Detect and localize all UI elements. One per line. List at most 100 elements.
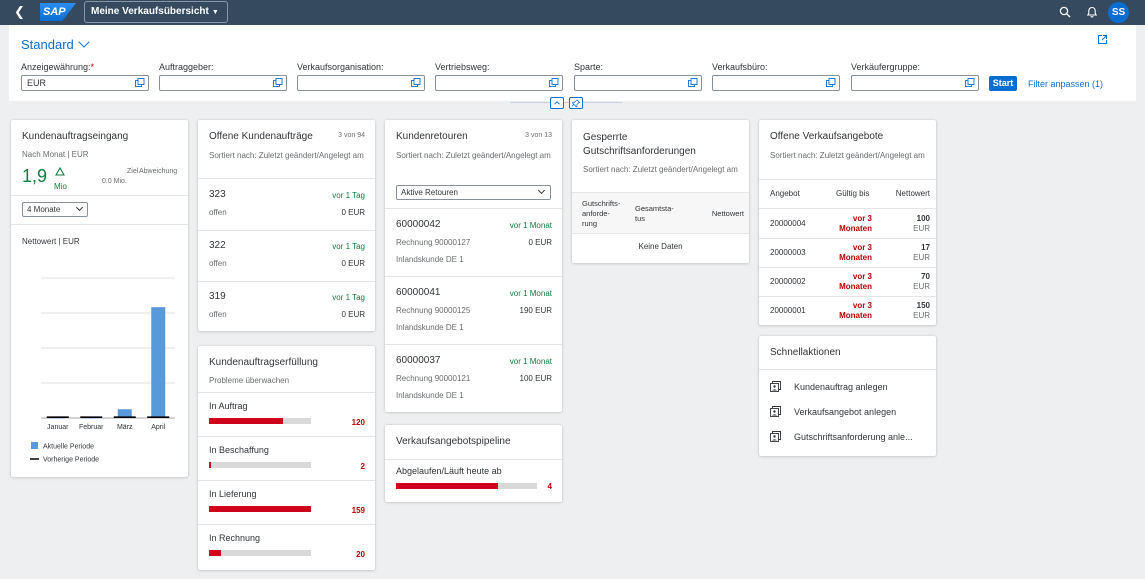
kpi-value: 1,9 — [22, 166, 48, 186]
fulfillment-value: 20 — [356, 550, 365, 559]
vertriebsweg-input[interactable] — [435, 75, 563, 91]
list-item[interactable]: 60000041 vor 1 Monat Rechnung 90000125 190 … — [385, 277, 562, 344]
period-select-value: 4 Monate — [27, 205, 61, 214]
verkaufsbuero-input[interactable] — [712, 75, 840, 91]
card-subtitle: Sortiert nach: Zuletzt geändert/Angelegt… — [770, 151, 925, 160]
return-invoice: Rechnung 90000127 — [396, 238, 471, 247]
fulfillment-row[interactable]: In Rechnung 20 — [198, 525, 375, 569]
return-customer: Inlandskunde DE 1 — [396, 391, 464, 400]
fulfillment-bar-fill — [209, 418, 284, 424]
fulfillment-label: In Beschaffung — [209, 445, 269, 455]
legend-label-current: Aktuelle Periode — [43, 444, 94, 451]
offer-valid-until: vor 3 Monaten — [839, 214, 872, 233]
card-subtitle: Nach Monat | EUR — [22, 150, 89, 159]
filter-verkaufsbuero: Verkaufsbüro: — [712, 62, 840, 91]
value-help-icon[interactable] — [688, 78, 698, 88]
fulfillment-label: In Lieferung — [209, 489, 257, 499]
order-id: 322 — [209, 240, 226, 251]
value-help-icon[interactable] — [826, 78, 836, 88]
quick-action-item[interactable]: Verkaufsangebot anlegen — [759, 404, 936, 424]
offer-valid-until: vor 3 Monaten — [839, 243, 872, 262]
bar-current-april[interactable] — [151, 307, 166, 418]
create-document-icon — [770, 406, 781, 417]
value-help-icon[interactable] — [135, 78, 145, 88]
list-item[interactable]: 60000042 vor 1 Monat Rechnung 90000127 0 EU… — [385, 209, 562, 276]
user-avatar[interactable]: SS — [1108, 2, 1129, 23]
value-help-icon[interactable] — [273, 78, 283, 88]
fulfillment-row[interactable]: In Lieferung 159 — [198, 481, 375, 525]
search-icon[interactable] — [1059, 6, 1071, 18]
card-schnellaktionen[interactable]: Schnellaktionen Kundenauftrag anlegen Ver… — [759, 336, 936, 456]
fulfillment-row[interactable]: In Beschaffung 2 — [198, 437, 375, 481]
returns-filter-select[interactable]: Aktive Retouren — [396, 185, 551, 200]
fulfillment-row[interactable]: In Auftrag 120 — [198, 393, 375, 437]
list-item[interactable]: 322 vor 1 Tag offen 0 EUR — [198, 230, 375, 281]
return-id: 60000037 — [396, 355, 441, 366]
offer-net-value: 100 EUR — [913, 214, 930, 233]
pin-header-button[interactable] — [569, 97, 583, 109]
x-tick-label: Januar — [47, 424, 69, 431]
sparte-input[interactable] — [574, 75, 702, 91]
card-offene-kundenauftraege[interactable]: Offene Kundenaufträge 3 von 94 Sortiert … — [198, 120, 375, 331]
list-item[interactable]: 319 vor 1 Tag offen 0 EUR — [198, 281, 375, 331]
value-help-icon[interactable] — [549, 78, 559, 88]
period-select[interactable]: 4 Monate — [22, 202, 88, 217]
verkaeufergruppe-input[interactable] — [851, 75, 979, 91]
order-id: 319 — [209, 291, 226, 302]
bar-current-märz[interactable] — [117, 409, 132, 418]
start-button[interactable]: Start — [989, 76, 1017, 91]
app-title: Meine Verkaufsübersicht — [91, 6, 209, 17]
share-icon[interactable] — [1097, 34, 1108, 45]
fulfillment-bar-fill — [209, 550, 222, 556]
card-gesperrte-gutschriftsanforderungen[interactable]: Gesperrte Gutschriftsanforderungen Sortie… — [572, 120, 749, 263]
quick-action-item[interactable]: Gutschriftsanforderung anle... — [759, 429, 936, 449]
card-kundenauftragseingang[interactable]: Kundenauftragseingang Nach Monat | EUR 1… — [11, 120, 188, 477]
value-help-icon[interactable] — [965, 78, 975, 88]
back-button[interactable]: ❮ — [14, 4, 25, 19]
x-tick-label: April — [151, 424, 165, 431]
table-row[interactable]: 20000001 vor 3 Monaten 150 EUR — [759, 296, 936, 325]
offer-valid-until: vor 3 Monaten — [839, 301, 872, 320]
filter-anzeigewaehrung: Anzeigewährung:* EUR — [21, 62, 149, 91]
card-kundenauftragserfuellung[interactable]: Kundenauftragserfüllung Probleme überwac… — [198, 346, 375, 570]
quick-action-label: Kundenauftrag anlegen — [794, 382, 888, 392]
bell-icon[interactable] — [1086, 6, 1098, 18]
return-id: 60000042 — [396, 219, 441, 230]
auftraggeber-input[interactable] — [159, 75, 287, 91]
return-amount: 0 EUR — [528, 238, 552, 247]
no-data-text: Keine Daten — [638, 242, 683, 251]
verkaufsorganisation-input[interactable] — [297, 75, 425, 91]
offer-net-value: 150 EUR — [913, 301, 930, 320]
table-row[interactable]: 20000004 vor 3 Monaten 100 EUR — [759, 209, 936, 238]
currency-value: EUR — [27, 78, 47, 88]
list-item[interactable]: 323 vor 1 Tag offen 0 EUR — [198, 179, 375, 230]
variant-selector[interactable]: Standard — [21, 36, 90, 52]
fulfillment-bar — [209, 418, 311, 424]
card-offene-verkaufsangebote[interactable]: Offene Verkaufsangebote Sortiert nach: Z… — [759, 120, 936, 325]
quick-action-item[interactable]: Kundenauftrag anlegen — [759, 379, 936, 399]
create-document-icon — [770, 381, 781, 392]
shell-bar: ❮ SAP Meine Verkaufsübersicht ▼ SS — [0, 0, 1145, 25]
filter-label: Verkaufsbüro: — [712, 62, 768, 72]
offer-net-value: 70 EUR — [913, 272, 930, 291]
order-status: offen — [209, 259, 227, 268]
adapt-filters-link[interactable]: Filter anpassen (1) — [1028, 79, 1104, 89]
list-item[interactable]: 60000037 vor 1 Monat Rechnung 90000121 100 … — [385, 345, 562, 412]
caret-down-icon: ▼ — [211, 9, 219, 16]
card-count: 3 von 13 — [525, 132, 552, 139]
order-intake-chart: Januar Februar März April Aktuelle Periode Vo… — [30, 277, 175, 464]
card-title: Schnellaktionen — [770, 347, 841, 358]
table-header: Gutschrifts-anforde-rung Gesamtsta-tus N… — [572, 193, 749, 233]
filter-vertriebsweg: Vertriebsweg: — [435, 62, 563, 91]
currency-input[interactable]: EUR — [21, 75, 149, 91]
collapse-header-button[interactable] — [550, 97, 564, 109]
fulfillment-bar — [209, 550, 311, 556]
order-age: vor 1 Tag — [332, 242, 365, 251]
card-verkaufsangebotspipeline[interactable]: Verkaufsangebotspipeline Abgelaufen/Läuf… — [385, 425, 562, 502]
table-row[interactable]: 20000003 vor 3 Monaten 17 EUR — [759, 238, 936, 267]
app-title-menu[interactable]: Meine Verkaufsübersicht ▼ — [84, 1, 228, 23]
sap-logo: SAP — [40, 3, 76, 21]
table-row[interactable]: 20000002 vor 3 Monaten 70 EUR — [759, 267, 936, 296]
value-help-icon[interactable] — [411, 78, 421, 88]
card-kundenretouren[interactable]: Kundenretouren 3 von 13 Sortiert nach: Z… — [385, 120, 562, 412]
